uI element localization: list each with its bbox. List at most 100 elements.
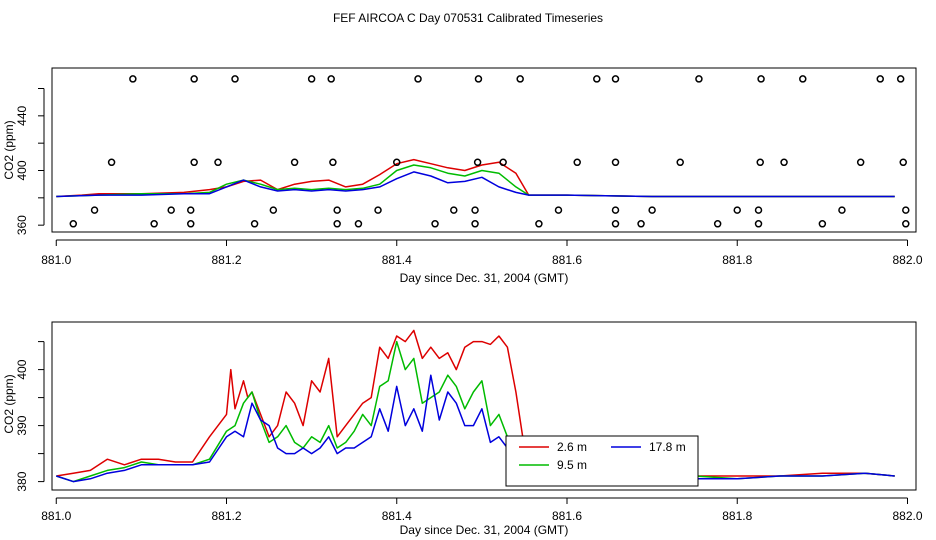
x-tick-label: 881.0	[41, 509, 71, 523]
legend: 2.6 m 17.8 m 9.5 m	[505, 435, 699, 487]
flag-marker	[754, 206, 763, 214]
flag-marker	[129, 75, 137, 83]
flag-marker	[107, 158, 116, 167]
flag-marker	[187, 206, 195, 214]
bottom-panel: 881.0 881.2 881.4 881.6 881.8 882.0380390400 …	[2, 321, 923, 537]
flag-marker	[214, 158, 222, 167]
top-plot-frame	[51, 67, 917, 233]
flag-marker	[535, 220, 543, 228]
flag-marker	[611, 220, 620, 228]
flag-marker	[733, 206, 741, 214]
flag-marker	[190, 158, 198, 167]
bottom-series-lines	[56, 329, 895, 483]
flag-marker	[290, 158, 299, 167]
flag-marker	[516, 75, 524, 83]
flag-marker	[899, 158, 907, 167]
bottom-plot-frame	[51, 321, 917, 491]
bottom-x-axis-label: Day since Dec. 31, 2004 (GMT)	[400, 523, 569, 537]
top-series-lines	[56, 158, 895, 198]
y-tick-label: 360	[15, 215, 29, 235]
flag-marker	[187, 220, 195, 228]
x-tick-label: 882.0	[892, 509, 922, 523]
y-tick-label: 380	[15, 471, 29, 491]
flag-marker	[471, 206, 479, 214]
flag-marker	[307, 75, 316, 83]
series-line-2-6-m	[56, 329, 895, 477]
legend-label-17-8m: 17.8 m	[649, 440, 686, 454]
flag-marker	[499, 158, 507, 167]
flag-marker	[713, 220, 722, 228]
flag-marker	[392, 158, 401, 167]
x-tick-label: 881.4	[382, 253, 412, 267]
flag-marker	[754, 220, 763, 228]
flag-marker	[695, 75, 703, 83]
flag-marker	[329, 158, 337, 167]
flag-marker	[902, 206, 910, 214]
flag-marker	[876, 75, 884, 83]
flag-marker	[611, 158, 620, 167]
flag-marker	[333, 206, 341, 214]
flag-marker	[450, 206, 458, 214]
flag-marker	[354, 220, 363, 228]
x-tick-label: 881.0	[41, 253, 71, 267]
flag-marker	[250, 220, 259, 228]
flag-marker	[902, 220, 910, 228]
flag-marker	[269, 206, 278, 214]
x-tick-label: 881.8	[722, 509, 752, 523]
y-tick-label: 390	[15, 415, 29, 435]
series-line-17-8-m	[56, 374, 895, 483]
legend-box	[505, 435, 699, 487]
top-panel: 881.0 881.2 881.4 881.6 881.8 882.0360400440 …	[2, 67, 923, 285]
flag-marker	[231, 75, 239, 83]
flag-marker	[818, 220, 827, 228]
legend-label-9-5m: 9.5 m	[557, 458, 587, 472]
series-line-17-8-m	[56, 171, 895, 198]
y-tick-label: 400	[15, 160, 29, 180]
flag-marker	[780, 158, 788, 167]
flag-marker	[473, 158, 482, 167]
series-line-9-5-m	[56, 340, 895, 483]
bottom-y-axis-label: CO2 (ppm)	[2, 374, 16, 433]
legend-label-2-6m: 2.6 m	[557, 440, 587, 454]
y-tick-label: 400	[15, 359, 29, 379]
figure-title: FEF AIRCOA C Day 070531 Calibrated Times…	[333, 11, 603, 25]
flag-marker	[150, 220, 158, 228]
x-tick-label: 881.2	[211, 253, 241, 267]
flag-marker	[611, 75, 620, 83]
x-tick-label: 881.6	[552, 509, 582, 523]
flag-marker	[374, 206, 382, 214]
flag-marker	[327, 75, 335, 83]
flag-marker	[856, 158, 865, 167]
x-tick-label: 881.6	[552, 253, 582, 267]
flag-marker	[676, 158, 684, 167]
y-tick-label: 440	[15, 106, 29, 126]
flag-marker	[799, 75, 807, 83]
flag-marker	[756, 158, 764, 167]
flag-marker	[471, 220, 479, 228]
flag-marker	[190, 75, 198, 83]
top-flag-markers	[69, 75, 910, 228]
top-x-axis-label: Day since Dec. 31, 2004 (GMT)	[400, 271, 569, 285]
flag-marker	[648, 206, 656, 214]
flag-marker	[637, 220, 645, 228]
flag-marker	[431, 220, 439, 228]
flag-marker	[611, 206, 620, 214]
flag-marker	[474, 75, 483, 83]
flag-marker	[896, 75, 905, 83]
flag-marker	[593, 75, 601, 83]
top-y-axis-label: CO2 (ppm)	[2, 120, 16, 179]
flag-marker	[69, 220, 78, 228]
bottom-axes: 881.0 881.2 881.4 881.6 881.8 882.0 380 390 400	[15, 341, 923, 523]
top-axes: 881.0 881.2 881.4 881.6 881.8 882.0 360 400 440	[15, 88, 923, 267]
flag-marker	[573, 158, 581, 167]
flag-marker	[757, 75, 765, 83]
x-tick-label: 882.0	[892, 253, 922, 267]
flag-marker	[838, 206, 846, 214]
x-tick-label: 881.8	[722, 253, 752, 267]
flag-marker	[90, 206, 99, 214]
flag-marker	[554, 206, 563, 214]
flag-marker	[333, 220, 341, 228]
x-tick-label: 881.4	[382, 509, 412, 523]
flag-marker	[167, 206, 175, 214]
